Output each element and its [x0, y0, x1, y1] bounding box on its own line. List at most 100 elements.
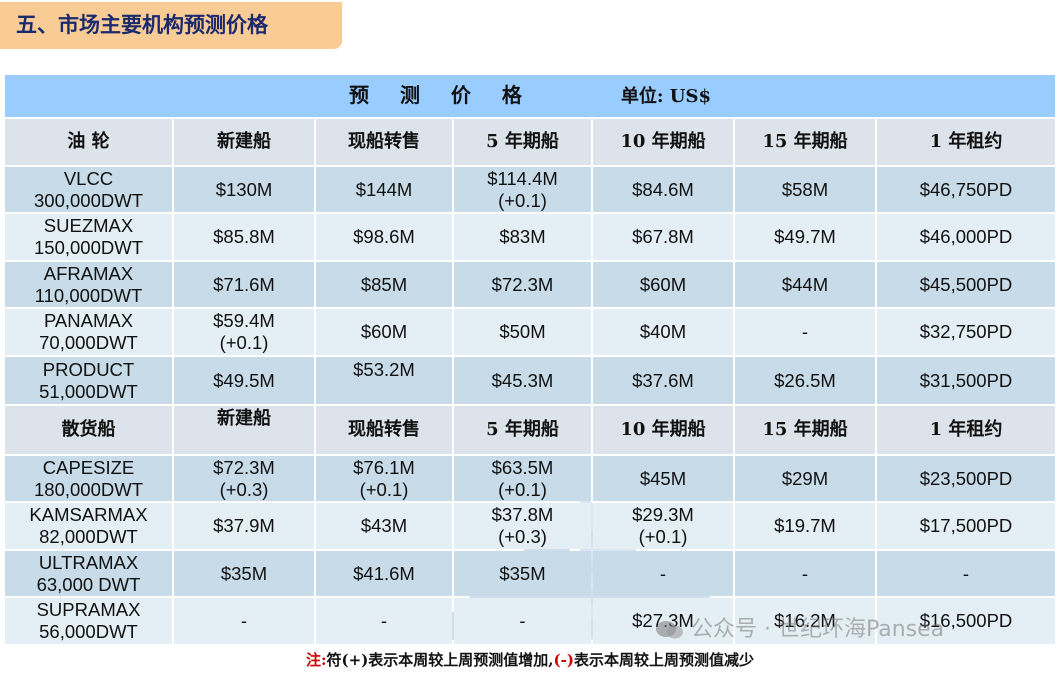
bulker-price-cell: $37.8M (+0.3) — [454, 503, 591, 549]
tanker-price-cell: $58M — [735, 166, 875, 213]
section-title: 五、市场主要机构预测价格 — [0, 2, 342, 49]
tanker-row: PANAMAX 70,000DWT $59.4M (+0.1) $60M $50M $4… — [5, 309, 1055, 355]
tanker-price-cell: $85.8M — [174, 214, 314, 260]
bulker-row: SUPRAMAX 56,000DWT - - - $27.3M $16.2M $16,500… — [5, 598, 1055, 644]
tanker-vessel-type: PRODUCT 51,000DWT — [5, 356, 172, 405]
table-title-cell: 预 测 价 格 单位: US$ — [5, 75, 1055, 118]
tanker-header-row: 油 轮新建船 现船转售 5 年期船 10 年期船 15 年期船 1 年租约 — [5, 119, 1055, 165]
bulker-price-cell: $19.7M — [735, 503, 875, 549]
bulker-price-cell: - — [316, 598, 452, 644]
tanker-row: AFRAMAX 110,000DWT $71.6M $85M $72.3M $60M $4… — [5, 261, 1055, 308]
tanker-vessel-type: PANAMAX 70,000DWT — [5, 309, 172, 355]
bulker-price-cell: $23,500PD — [877, 455, 1055, 502]
tanker-row: SUEZMAX 150,000DWT $85.8M $98.6M $83M $67.8M… — [5, 214, 1055, 260]
bulker-vessel-type: CAPESIZE 180,000DWT — [5, 455, 172, 502]
bulker-price-cell: $41.6M — [316, 550, 452, 597]
tanker-header-cell: 1 年租约 — [877, 119, 1055, 165]
bulker-price-cell: $43M — [316, 503, 452, 549]
bulker-vessel-type: ULTRAMAX 63,000 DWT — [5, 550, 172, 597]
footnote-minus-text: 表示本周较上周预测值减少 — [573, 651, 754, 669]
bulker-rows: CAPESIZE 180,000DWT $72.3M (+0.3) $76.1M (… — [5, 455, 1055, 644]
tanker-price-cell: $71.6M — [174, 261, 314, 308]
tanker-price-cell: $46,000PD — [877, 214, 1055, 260]
tanker-header-cell: 15 年期船 — [735, 119, 875, 165]
footnote: 注:符(+)表示本周较上周预测值增加,(-)表示本周较上周预测值减少 — [0, 648, 1060, 672]
bulker-price-cell: - — [877, 550, 1055, 597]
bulker-header-cell: 散货船 — [5, 406, 172, 454]
tanker-price-cell: - — [735, 309, 875, 355]
tanker-price-cell: $45,500PD — [877, 261, 1055, 308]
bulker-price-cell: $29.3M (+0.1) — [593, 503, 733, 549]
tanker-header-cell: 10 年期船 — [593, 119, 733, 165]
tanker-price-cell: $26.5M — [735, 356, 875, 405]
tanker-row: VLCC 300,000DWT $130M $144M $114.4M (+0.1) $… — [5, 166, 1055, 213]
tanker-price-cell: $53.2M — [316, 356, 452, 405]
tanker-price-cell: $31,500PD — [877, 356, 1055, 405]
tanker-price-cell: $60M — [316, 309, 452, 355]
tanker-header-cell: 新建船 — [174, 119, 314, 165]
bulker-header-cell: 新建船 — [174, 406, 314, 454]
tanker-vessel-type: SUEZMAX 150,000DWT — [5, 214, 172, 260]
bulker-header-row: 散货船 新建船 现船转售 5 年期船 10 年期船 15 年期船 1 年租约 — [5, 406, 1055, 454]
bulker-header-cell: 10 年期船 — [593, 406, 733, 454]
tanker-header-cell: 5 年期船 — [454, 119, 591, 165]
bulker-row: ULTRAMAX 63,000 DWT $35M $41.6M $35M - - - — [5, 550, 1055, 597]
tanker-price-cell: $114.4M (+0.1) — [454, 166, 591, 213]
tanker-price-cell: $84.6M — [593, 166, 733, 213]
footnote-minus-sign: (-) — [553, 651, 574, 669]
tanker-header-cell: 油 轮 — [5, 119, 172, 165]
bulker-price-cell: $35M — [454, 550, 591, 597]
tanker-row: PRODUCT 51,000DWT $49.5M $53.2M $45.3M $37.6… — [5, 356, 1055, 405]
tanker-price-cell: $32,750PD — [877, 309, 1055, 355]
tanker-price-cell: $144M — [316, 166, 452, 213]
footnote-plus-text: 符(+)表示本周较上周预测值增加, — [326, 651, 554, 669]
tanker-price-cell: $85M — [316, 261, 452, 308]
bulker-price-cell: - — [735, 550, 875, 597]
bulker-price-cell: $29M — [735, 455, 875, 502]
bulker-row: KAMSARMAX 82,000DWT $37.9M $43M $37.8M (+0.… — [5, 503, 1055, 549]
tanker-price-cell: $67.8M — [593, 214, 733, 260]
bulker-price-cell: $16,500PD — [877, 598, 1055, 644]
tanker-price-cell: $49.7M — [735, 214, 875, 260]
bulker-header-cell: 15 年期船 — [735, 406, 875, 454]
bulker-price-cell: $16.2M — [735, 598, 875, 644]
tanker-price-cell: $46,750PD — [877, 166, 1055, 213]
tanker-price-cell: $50M — [454, 309, 591, 355]
bulker-header-cell: 5 年期船 — [454, 406, 591, 454]
bulker-price-cell: - — [454, 598, 591, 644]
tanker-header-cell: 现船转售 — [316, 119, 452, 165]
bulker-price-cell: $63.5M (+0.1) — [454, 455, 591, 502]
bulker-header-cell: 现船转售 — [316, 406, 452, 454]
tanker-rows: VLCC 300,000DWT $130M $144M $114.4M (+0.1) $… — [5, 166, 1055, 405]
table-title-row: 预 测 价 格 单位: US$ — [5, 75, 1055, 118]
tanker-price-cell: $60M — [593, 261, 733, 308]
bulker-price-cell: $45M — [593, 455, 733, 502]
bulker-price-cell: $72.3M (+0.3) — [174, 455, 314, 502]
bulker-price-cell: - — [174, 598, 314, 644]
bulker-price-cell: $76.1M (+0.1) — [316, 455, 452, 502]
bulker-header-cell: 1 年租约 — [877, 406, 1055, 454]
tanker-price-cell: $130M — [174, 166, 314, 213]
unit-label: 单位: US$ — [620, 86, 711, 108]
price-forecast-table: 预 测 价 格 单位: US$ 油 轮新建船 现船转售 5 年期船 10 年期船 15 … — [3, 73, 1057, 646]
bulker-price-cell: - — [593, 550, 733, 597]
tanker-price-cell: $49.5M — [174, 356, 314, 405]
footnote-prefix: 注: — [306, 651, 327, 669]
tanker-price-cell: $44M — [735, 261, 875, 308]
bulker-price-cell: $37.9M — [174, 503, 314, 549]
table-title: 预 测 价 格 — [349, 83, 534, 108]
tanker-price-cell: $45.3M — [454, 356, 591, 405]
tanker-price-cell: $37.6M — [593, 356, 733, 405]
bulker-vessel-type: SUPRAMAX 56,000DWT — [5, 598, 172, 644]
tanker-price-cell: $59.4M (+0.1) — [174, 309, 314, 355]
bulker-price-cell: $35M — [174, 550, 314, 597]
bulker-price-cell: $27.3M — [593, 598, 733, 644]
bulker-row: CAPESIZE 180,000DWT $72.3M (+0.3) $76.1M (… — [5, 455, 1055, 502]
tanker-vessel-type: AFRAMAX 110,000DWT — [5, 261, 172, 308]
bulker-price-cell: $17,500PD — [877, 503, 1055, 549]
tanker-price-cell: $40M — [593, 309, 733, 355]
tanker-price-cell: $83M — [454, 214, 591, 260]
tanker-price-cell: $72.3M — [454, 261, 591, 308]
tanker-vessel-type: VLCC 300,000DWT — [5, 166, 172, 213]
tanker-price-cell: $98.6M — [316, 214, 452, 260]
